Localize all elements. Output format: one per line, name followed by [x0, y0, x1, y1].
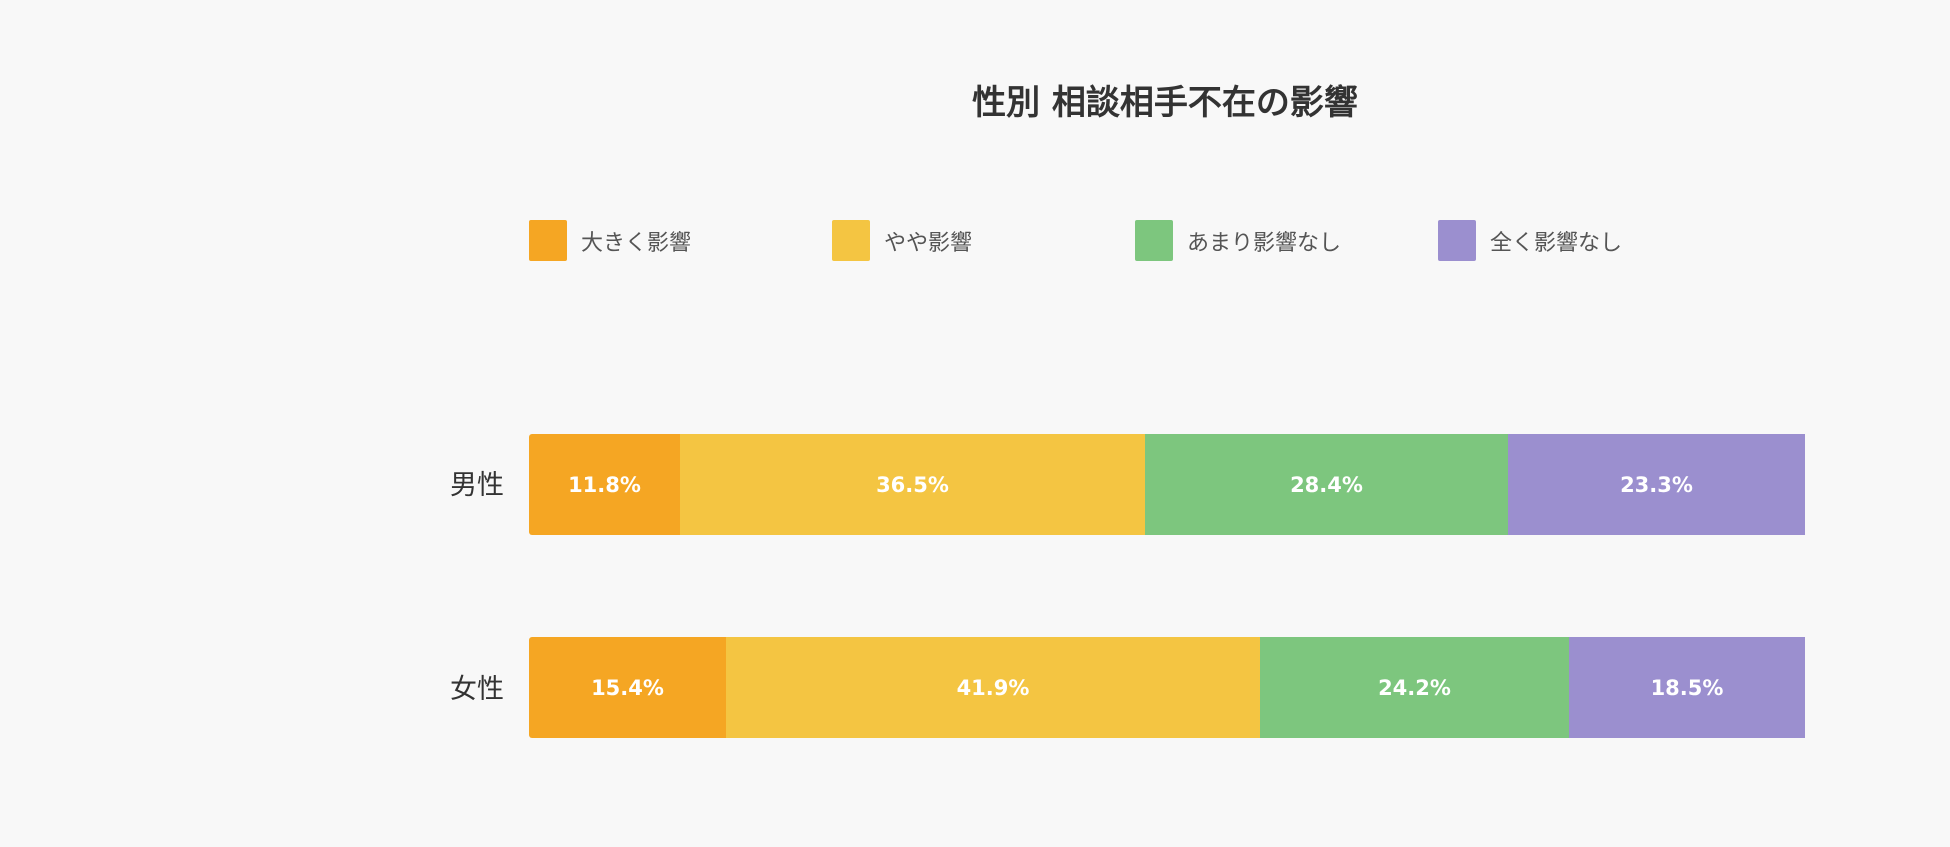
data-label-male-2: 36.5%: [876, 472, 949, 497]
bar-segment-female-4: 18.5%: [1569, 637, 1805, 738]
data-label-female-4: 18.5%: [1650, 675, 1724, 700]
data-label-female-1: 15.4%: [591, 675, 664, 700]
bar-segment-male-4: 23.3%: [1508, 434, 1805, 535]
data-label-female-2: 41.9%: [956, 675, 1030, 700]
row-label-male: 男性: [450, 470, 504, 501]
legend-label-3: あまり影響なし: [1187, 230, 1342, 256]
legend-item-4: 全く影響なし: [1438, 220, 1622, 261]
bar-segment-male-3: 28.4%: [1145, 434, 1508, 535]
data-label-male-1: 11.8%: [568, 472, 641, 497]
chart-title: 性別 相談相手不在の影響: [972, 83, 1358, 123]
legend-swatch-4: [1438, 220, 1476, 261]
stacked-bar-female: 15.4% 41.9% 24.2% 18.5%: [529, 637, 1805, 738]
legend-label-2: やや影響: [884, 230, 973, 256]
stacked-bar-male: 11.8% 36.5% 28.4% 23.3%: [529, 434, 1805, 535]
bar-segment-female-3: 24.2%: [1260, 637, 1569, 738]
legend-label-4: 全く影響なし: [1490, 230, 1623, 256]
data-label-female-3: 24.2%: [1378, 675, 1451, 700]
legend-item-1: 大きく影響: [529, 220, 691, 261]
bar-segment-female-2: 41.9%: [726, 637, 1260, 738]
data-label-male-3: 28.4%: [1290, 472, 1363, 497]
legend-item-3: あまり影響なし: [1135, 220, 1341, 261]
legend-swatch-1: [529, 220, 567, 261]
bar-segment-male-1: 11.8%: [529, 434, 680, 535]
legend-swatch-3: [1135, 220, 1173, 261]
legend-swatch-2: [832, 220, 870, 261]
legend-label-1: 大きく影響: [581, 230, 692, 256]
legend-item-2: やや影響: [832, 220, 972, 261]
data-label-male-4: 23.3%: [1620, 472, 1693, 497]
bar-segment-male-2: 36.5%: [680, 434, 1145, 535]
bar-segment-female-1: 15.4%: [529, 637, 726, 738]
row-label-female: 女性: [450, 674, 504, 705]
